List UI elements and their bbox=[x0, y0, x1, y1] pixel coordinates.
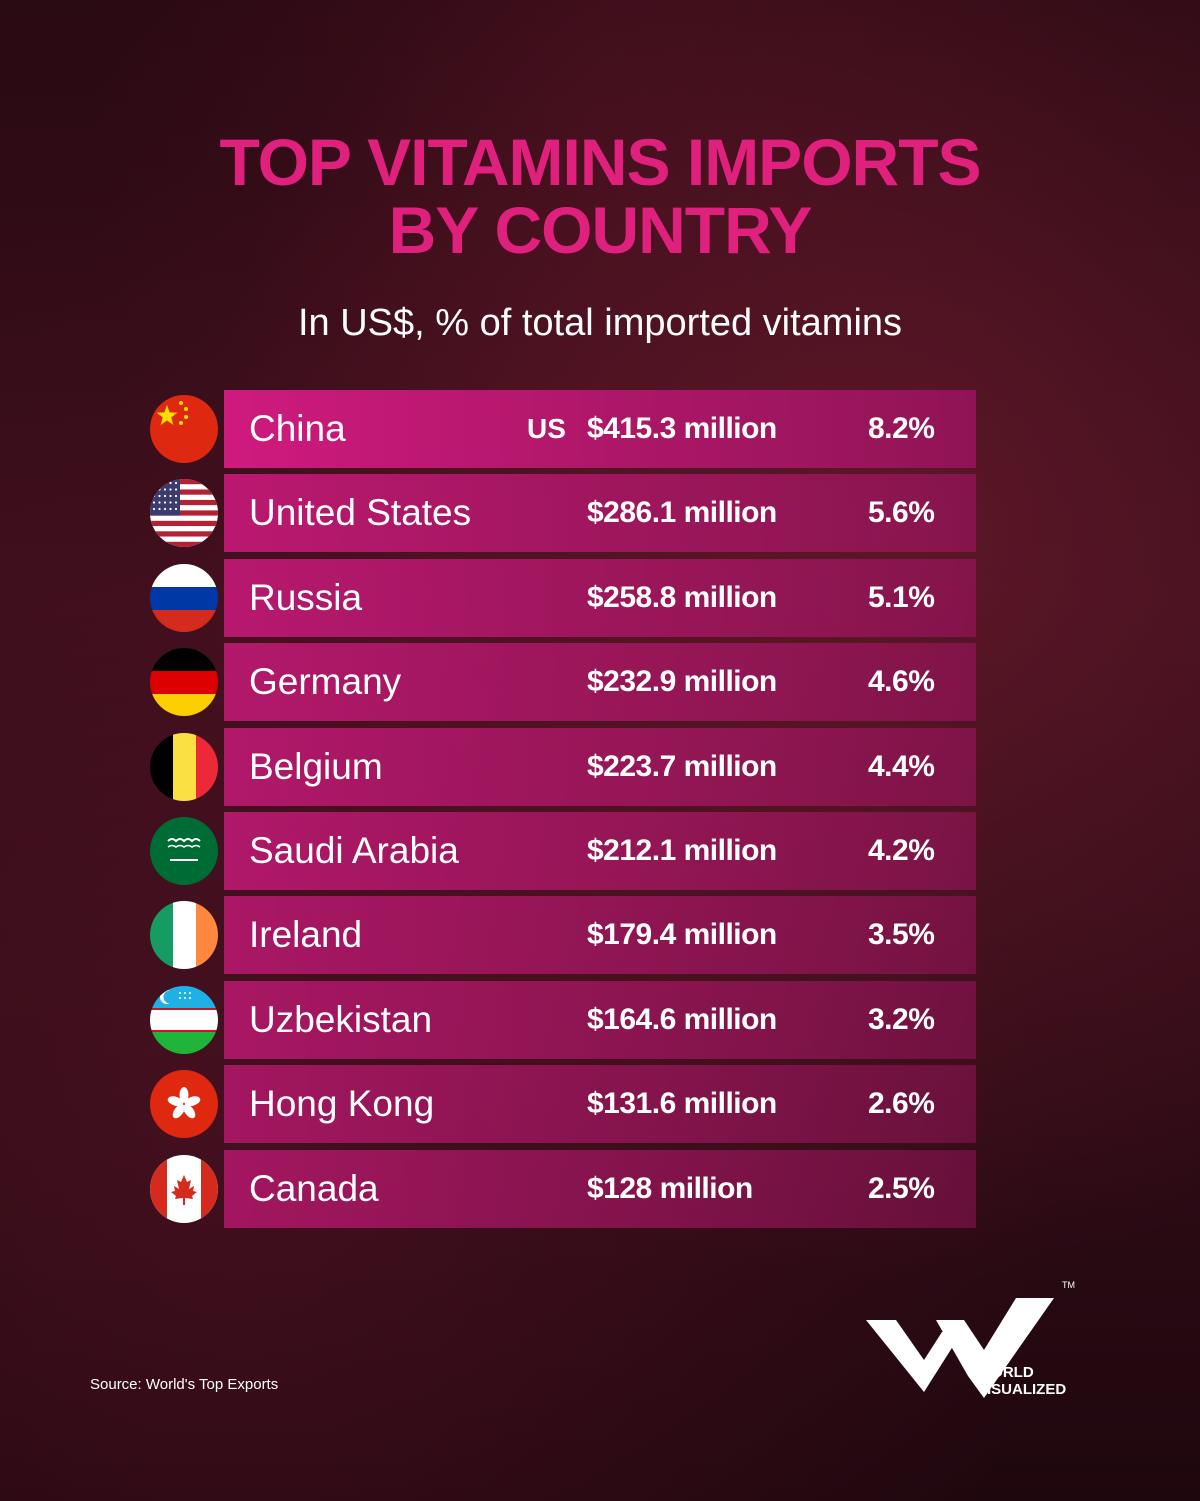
country-label: United States bbox=[249, 492, 472, 534]
country-label: Canada bbox=[249, 1167, 379, 1209]
china-flag-icon bbox=[150, 395, 218, 463]
share-percent-label: 4.2% bbox=[868, 834, 935, 867]
import-value-label: $286.1 million bbox=[587, 496, 777, 530]
table-row: Germany $232.9 million 4.6% bbox=[0, 643, 1200, 723]
import-value-label: $232.9 million bbox=[587, 665, 777, 699]
germany-flag-icon bbox=[150, 648, 218, 717]
logo-wordmark: WORLD VISUALIZED bbox=[977, 1364, 1066, 1398]
import-value-label: $128 million bbox=[587, 1171, 753, 1205]
row-bar bbox=[224, 643, 976, 722]
table-row: Ireland $179.4 million 3.5% bbox=[0, 896, 1200, 976]
share-percent-label: 3.5% bbox=[868, 918, 935, 952]
row-bar bbox=[224, 1149, 976, 1228]
table-row: China US $415.3 million 8.2% bbox=[0, 390, 1200, 470]
usa-flag-icon bbox=[150, 479, 218, 548]
table-row: Hong Kong $131.6 million 2.6% bbox=[0, 1065, 1200, 1145]
uzbekistan-flag-icon bbox=[150, 985, 218, 1054]
import-value-label: $212.1 million bbox=[587, 834, 777, 867]
currency-prefix-label: US bbox=[527, 413, 566, 444]
row-bar bbox=[224, 558, 976, 637]
table-row: United States $286.1 million 5.6% bbox=[0, 474, 1200, 554]
row-bar bbox=[224, 390, 976, 468]
share-percent-label: 2.6% bbox=[868, 1087, 935, 1121]
russia-flag-icon bbox=[150, 563, 218, 632]
row-bar bbox=[224, 896, 976, 975]
logo-wordmark-line-2: VISUALIZED bbox=[977, 1381, 1067, 1398]
trademark-mark: TM bbox=[1062, 1280, 1075, 1290]
row-bar bbox=[224, 727, 976, 806]
share-percent-label: 8.2% bbox=[868, 412, 935, 445]
row-bar bbox=[224, 474, 976, 553]
country-label: Belgium bbox=[249, 745, 383, 787]
saudi-arabia-flag-icon bbox=[150, 817, 218, 885]
belgium-flag-icon bbox=[150, 732, 218, 801]
import-value-label: $164.6 million bbox=[587, 1002, 777, 1036]
table-row: Saudi Arabia $212.1 million 4.2% bbox=[0, 812, 1200, 892]
import-value-label: $179.4 million bbox=[587, 918, 777, 952]
table-row: Canada $128 million 2.5% bbox=[0, 1149, 1200, 1230]
chart-title-line-1: TOP VITAMINS IMPORTS bbox=[219, 125, 981, 199]
share-percent-label: 5.6% bbox=[868, 496, 935, 530]
import-value-label: $131.6 million bbox=[587, 1087, 777, 1121]
chart-title: TOP VITAMINS IMPORTS BY COUNTRY bbox=[0, 128, 1200, 264]
import-value-label: $223.7 million bbox=[587, 749, 777, 783]
row-bar bbox=[224, 980, 976, 1059]
chart-title-line-2: BY COUNTRY bbox=[388, 193, 813, 267]
ireland-flag-icon bbox=[150, 901, 218, 970]
row-bar bbox=[224, 1065, 976, 1144]
chart-subtitle: In US$, % of total imported vitamins bbox=[297, 302, 903, 344]
share-percent-label: 4.4% bbox=[868, 749, 935, 783]
table-row: Russia $258.8 million 5.1% bbox=[0, 558, 1200, 639]
country-label: Ireland bbox=[249, 914, 363, 956]
table-row: Uzbekistan $164.6 million 3.2% bbox=[0, 980, 1200, 1061]
row-bar bbox=[224, 812, 976, 890]
country-label: Saudi Arabia bbox=[249, 830, 459, 871]
hong-kong-flag-icon bbox=[150, 1070, 218, 1139]
share-percent-label: 4.6% bbox=[868, 665, 935, 699]
world-visualized-logo-icon bbox=[866, 1298, 1054, 1398]
country-label: China bbox=[249, 408, 346, 449]
country-label: Hong Kong bbox=[249, 1083, 435, 1125]
logo-wordmark-line-1: WORLD bbox=[977, 1364, 1034, 1381]
country-label: Germany bbox=[249, 661, 402, 703]
country-label: Uzbekistan bbox=[249, 998, 433, 1040]
import-value-label: $258.8 million bbox=[587, 580, 777, 614]
import-value-label: $415.3 million bbox=[587, 412, 777, 445]
table-row: Belgium $223.7 million 4.4% bbox=[0, 727, 1200, 808]
canada-flag-icon bbox=[150, 1154, 218, 1223]
source-note: Source: World's Top Exports bbox=[90, 1376, 279, 1393]
share-percent-label: 2.5% bbox=[868, 1171, 935, 1205]
share-percent-label: 3.2% bbox=[868, 1002, 935, 1036]
share-percent-label: 5.1% bbox=[868, 580, 935, 614]
country-label: Russia bbox=[249, 576, 363, 618]
